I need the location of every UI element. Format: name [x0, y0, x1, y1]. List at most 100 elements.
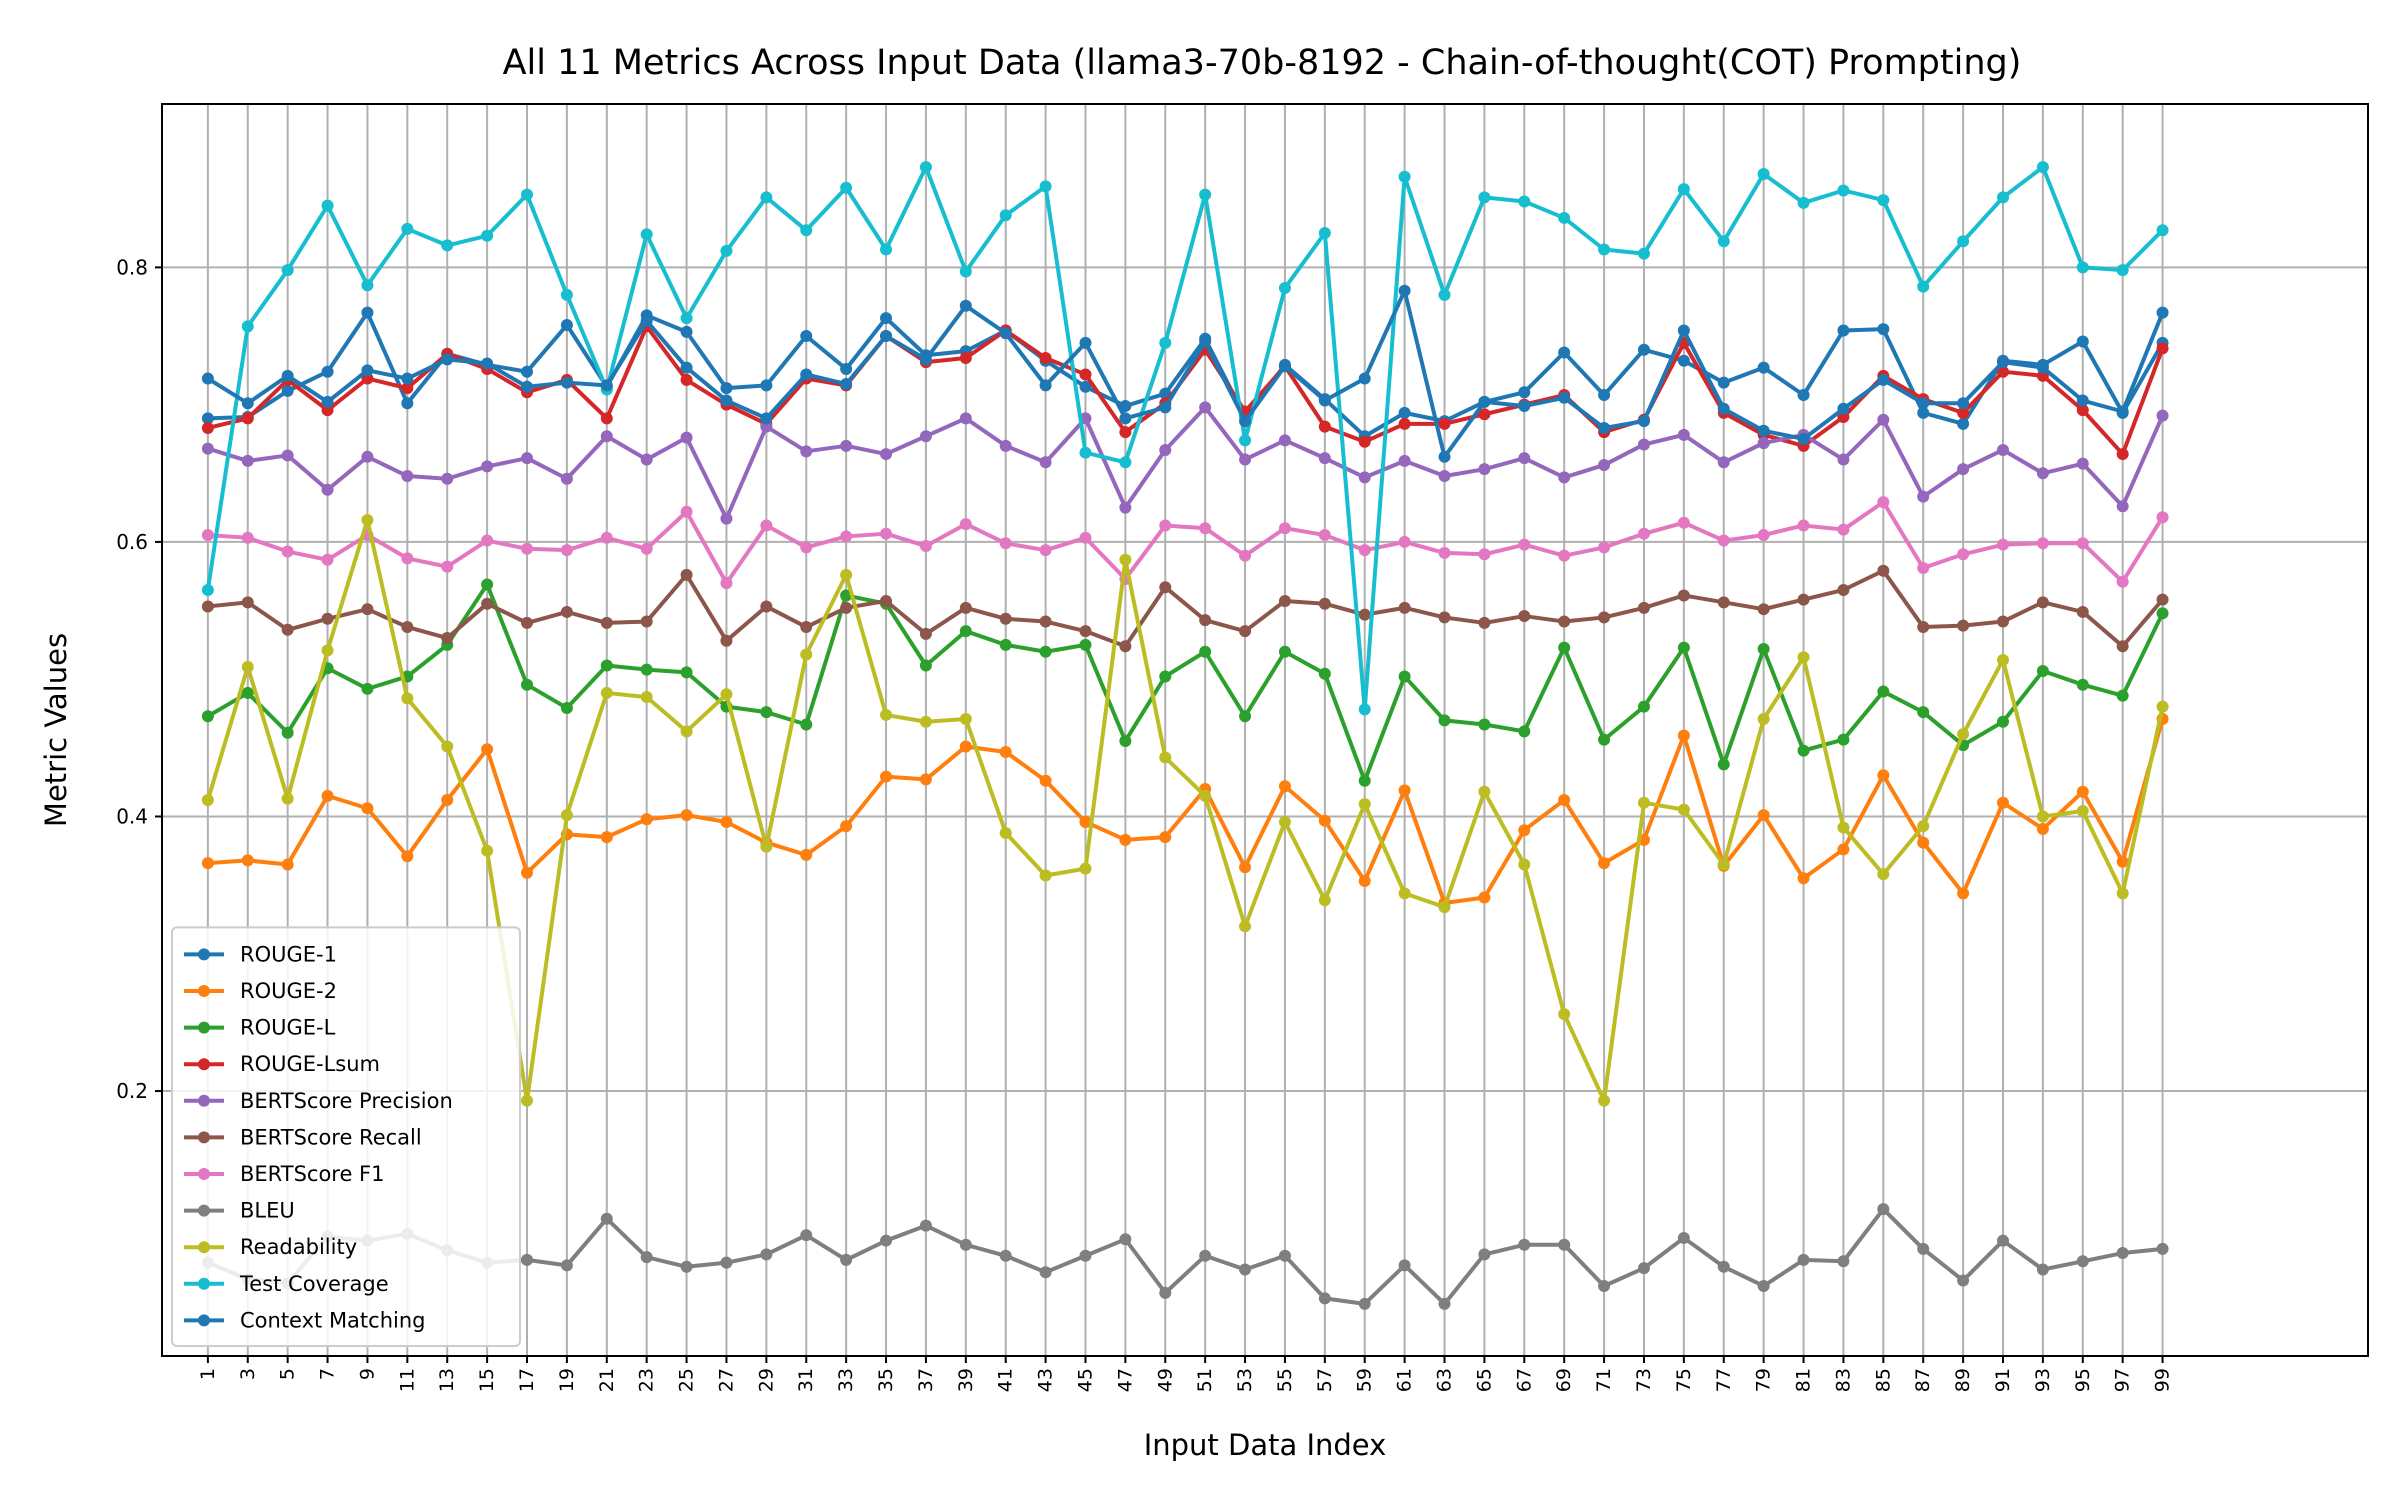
data-point-readability — [919, 715, 932, 728]
data-point-bleu — [1199, 1249, 1212, 1262]
data-point-context-matching — [401, 372, 414, 385]
data-point-bertscore-recall — [1677, 589, 1690, 602]
data-point-bertscore-f1 — [640, 542, 653, 555]
data-point-readability — [840, 568, 853, 581]
data-point-bertscore-f1 — [2156, 511, 2169, 524]
x-tick-label: 91 — [1992, 1368, 2014, 1392]
data-point-bertscore-precision — [1358, 471, 1371, 484]
data-point-context-matching — [521, 380, 534, 393]
series-line-bleu — [207, 1207, 2163, 1306]
data-point-bertscore-f1 — [1917, 562, 1930, 575]
data-point-bertscore-recall — [321, 612, 334, 625]
data-point-rouge-2 — [1877, 769, 1890, 782]
data-point-bertscore-precision — [1717, 456, 1730, 469]
data-point-rouge-2 — [321, 789, 334, 802]
data-point-bertscore-recall — [1358, 608, 1371, 621]
data-point-rouge-l — [1358, 774, 1371, 787]
data-point-bleu — [1438, 1297, 1451, 1310]
data-point-bertscore-f1 — [919, 540, 932, 553]
data-point-bertscore-recall — [1558, 615, 1571, 628]
data-point-rouge-lsum — [2076, 404, 2089, 417]
data-point-test-coverage — [1957, 235, 1970, 248]
data-point-bertscore-precision — [1957, 463, 1970, 476]
data-point-rouge-1 — [1598, 389, 1611, 402]
data-point-test-coverage — [919, 161, 932, 174]
data-point-rouge-2 — [1677, 729, 1690, 742]
legend-entry-rouge-1: ROUGE-1 — [184, 942, 337, 966]
data-point-context-matching — [441, 353, 454, 366]
data-point-rouge-2 — [1518, 824, 1531, 837]
data-point-bertscore-precision — [361, 450, 374, 463]
data-point-bertscore-f1 — [1278, 522, 1291, 535]
data-point-rouge-1 — [720, 382, 733, 395]
data-point-readability — [1558, 1008, 1571, 1021]
data-point-readability — [1598, 1094, 1611, 1107]
data-point-bertscore-precision — [1757, 437, 1770, 450]
data-point-test-coverage — [1717, 235, 1730, 248]
legend-label: Test Coverage — [239, 1272, 389, 1296]
data-point-rouge-l — [1598, 733, 1611, 746]
data-point-test-coverage — [760, 191, 773, 204]
data-point-rouge-lsum — [1119, 426, 1132, 439]
data-point-bertscore-f1 — [720, 577, 733, 590]
data-point-bleu — [919, 1219, 932, 1232]
data-point-bertscore-recall — [1119, 640, 1132, 653]
data-point-context-matching — [1119, 412, 1132, 425]
data-point-test-coverage — [521, 188, 534, 201]
data-point-context-matching — [1438, 450, 1451, 463]
data-point-bertscore-f1 — [1478, 548, 1491, 561]
data-point-rouge-lsum — [1438, 417, 1451, 430]
data-point-context-matching — [361, 364, 374, 377]
data-point-bertscore-recall — [1957, 619, 1970, 632]
data-point-bertscore-recall — [840, 601, 853, 614]
data-point-readability — [680, 725, 693, 738]
series-bertscore-precision — [201, 401, 2169, 525]
data-point-test-coverage — [1558, 211, 1571, 224]
data-point-bleu — [2156, 1242, 2169, 1255]
data-point-rouge-2 — [1917, 836, 1930, 849]
data-point-test-coverage — [720, 244, 733, 257]
data-point-rouge-2 — [1558, 794, 1571, 807]
legend-label: ROUGE-2 — [240, 979, 337, 1003]
x-tick-label: 47 — [1114, 1368, 1136, 1392]
data-point-rouge-l — [1119, 734, 1132, 747]
legend-swatch-marker — [198, 1314, 210, 1327]
data-point-readability — [1837, 821, 1850, 834]
data-point-context-matching — [720, 394, 733, 407]
data-point-bertscore-f1 — [1079, 531, 1092, 544]
data-point-test-coverage — [361, 279, 374, 292]
data-point-bertscore-f1 — [1398, 535, 1411, 548]
data-point-bertscore-recall — [1159, 581, 1172, 594]
data-point-bertscore-precision — [1518, 452, 1531, 465]
data-point-bertscore-precision — [1996, 443, 2009, 456]
data-point-bertscore-precision — [1398, 454, 1411, 467]
data-point-rouge-2 — [1398, 784, 1411, 797]
data-point-bertscore-recall — [680, 568, 693, 581]
data-point-readability — [481, 844, 494, 857]
x-tick-label: 19 — [556, 1368, 578, 1392]
data-point-bertscore-precision — [840, 439, 853, 452]
data-point-test-coverage — [1079, 446, 1092, 459]
data-point-readability — [1119, 553, 1132, 566]
data-point-context-matching — [1039, 379, 1052, 392]
data-point-bertscore-precision — [2156, 409, 2169, 422]
data-point-bleu — [1318, 1292, 1331, 1305]
data-point-test-coverage — [1598, 243, 1611, 256]
x-tick-label: 65 — [1473, 1368, 1495, 1392]
data-point-bertscore-f1 — [1518, 538, 1531, 551]
data-point-bleu — [1239, 1263, 1252, 1276]
data-point-rouge-l — [640, 663, 653, 676]
data-point-readability — [1957, 728, 1970, 741]
data-point-rouge-2 — [2076, 785, 2089, 798]
legend-entry-test-coverage: Test Coverage — [184, 1272, 389, 1296]
data-point-rouge-2 — [521, 866, 534, 879]
data-point-readability — [600, 686, 613, 699]
data-point-rouge-l — [2116, 689, 2129, 702]
data-point-bertscore-recall — [1518, 610, 1531, 623]
data-point-rouge-lsum — [201, 421, 214, 434]
data-point-bertscore-recall — [1239, 625, 1252, 638]
data-point-bertscore-recall — [441, 632, 454, 645]
data-point-bertscore-recall — [720, 634, 733, 647]
data-point-rouge-2 — [401, 850, 414, 863]
data-point-bertscore-recall — [1478, 616, 1491, 629]
